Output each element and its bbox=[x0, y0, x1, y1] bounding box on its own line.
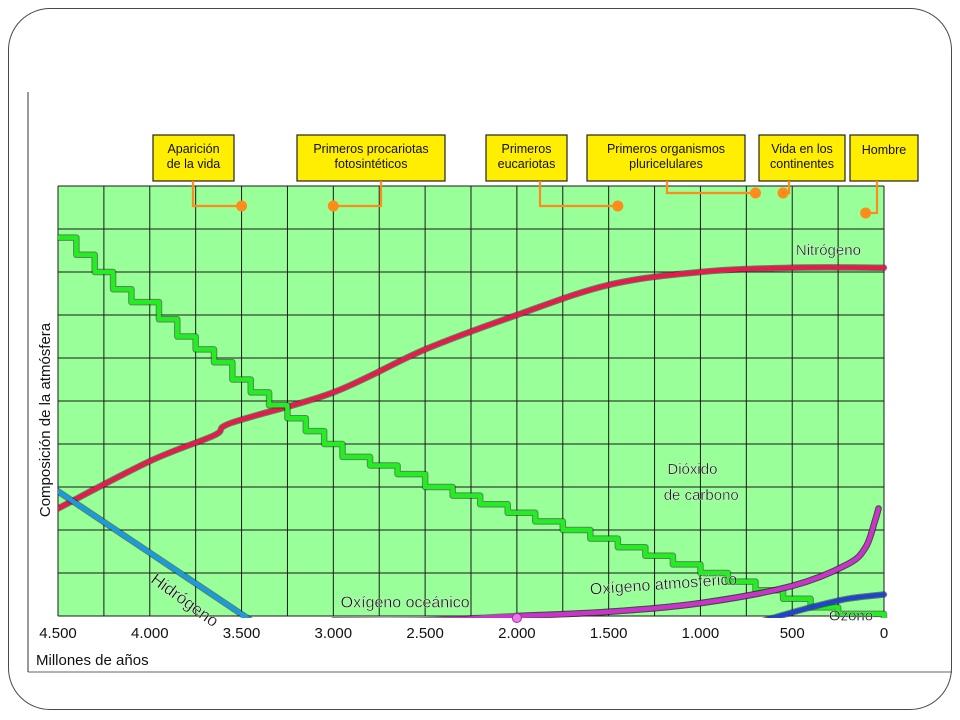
annotation-text: Hombre bbox=[862, 143, 907, 157]
annotation-connector bbox=[333, 181, 383, 208]
x-tick-label: 1.500 bbox=[590, 625, 628, 642]
annotation-text: pluricelulares bbox=[629, 157, 703, 171]
oxygen-marker-point bbox=[511, 613, 522, 623]
annotation-dot bbox=[777, 187, 789, 199]
annotation-text: de la vida bbox=[167, 157, 221, 171]
annotation-text: Primeros procariotas bbox=[313, 142, 428, 156]
annotation-text: Primeros organismos bbox=[607, 142, 725, 156]
annotation-connector bbox=[538, 181, 618, 208]
series-line-oxigeno-atmosferico bbox=[514, 506, 881, 618]
series-line-hidrogeno bbox=[58, 489, 252, 618]
annotation-box bbox=[586, 134, 746, 182]
annotation-text: fotosintéticos bbox=[335, 157, 408, 171]
annotation-text: Primeros bbox=[501, 142, 551, 156]
annotation-connector bbox=[191, 181, 242, 208]
x-tick-label: 4.500 bbox=[39, 625, 77, 642]
annotation-text: Aparición bbox=[167, 142, 219, 156]
annotation-box bbox=[485, 134, 568, 182]
x-tick-label: 3.500 bbox=[223, 625, 261, 642]
x-tick-label: 4.000 bbox=[131, 625, 169, 642]
series-group bbox=[58, 234, 888, 618]
annotation-dot bbox=[327, 200, 339, 212]
x-tick-label: 2.000 bbox=[498, 625, 536, 642]
y-axis-label: Composición de la atmósfera bbox=[37, 322, 54, 517]
annotation-hombre: Hombre bbox=[849, 134, 919, 219]
x-tick-label: 1.000 bbox=[682, 625, 720, 642]
annotation-box bbox=[758, 134, 846, 182]
x-tick-label: 500 bbox=[780, 625, 805, 642]
series-line-dioxido-de-carbono bbox=[58, 235, 887, 618]
series-line-nitrogeno bbox=[58, 265, 887, 511]
annotation-text: continentes bbox=[770, 157, 834, 171]
x-tick-label: 0 bbox=[880, 625, 888, 642]
annotation-text: eucariotas bbox=[498, 157, 556, 171]
annotation-dot bbox=[612, 200, 624, 212]
annotation-dot bbox=[750, 187, 762, 199]
series-line-ozono bbox=[764, 592, 887, 618]
x-tick-label: 3.000 bbox=[315, 625, 353, 642]
x-tick-label: 2.500 bbox=[406, 625, 444, 642]
annotation-box bbox=[849, 134, 919, 182]
series-label-ozono: Ozono bbox=[829, 607, 873, 624]
annotation-dot bbox=[236, 200, 248, 212]
annotation-connector bbox=[665, 181, 756, 195]
series-label-nitrogeno: Nitrógeno bbox=[796, 242, 861, 259]
x-axis-label: Millones de años bbox=[36, 652, 149, 669]
series-label-oxigeno-oceanico: Oxígeno oceánico bbox=[341, 594, 470, 611]
annotation-box bbox=[296, 134, 446, 182]
annotation-dot bbox=[860, 207, 872, 219]
annotation-box bbox=[152, 134, 235, 182]
annotation-text: Vida en los bbox=[771, 142, 833, 156]
series-label-de-carbono: de carbono bbox=[664, 487, 739, 504]
series-label-dioxido: Dióxido bbox=[667, 461, 717, 478]
